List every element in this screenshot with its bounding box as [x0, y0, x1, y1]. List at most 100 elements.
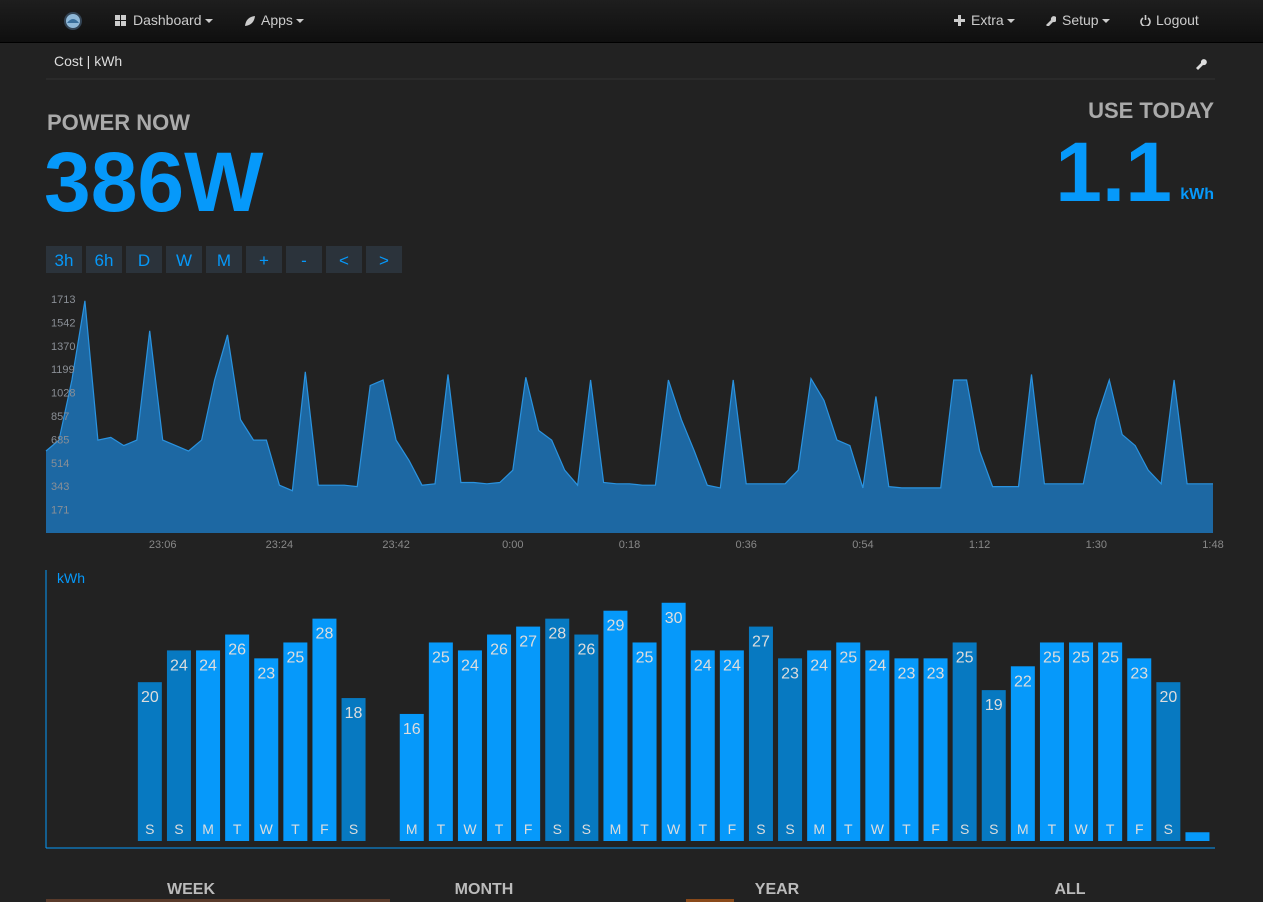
bar[interactable] — [836, 642, 861, 841]
bar[interactable] — [574, 634, 599, 841]
y-tick-label: 1542 — [51, 317, 75, 329]
power-now-label: POWER NOW — [47, 110, 190, 135]
bar[interactable] — [719, 650, 744, 841]
bar-value-label: 25 — [1101, 649, 1119, 666]
range-button-label[interactable]: M — [217, 251, 231, 270]
bar-value-label: 20 — [141, 689, 159, 706]
bar-day-label: M — [610, 821, 622, 837]
bar[interactable] — [341, 698, 366, 841]
bar[interactable] — [487, 634, 512, 841]
range-button[interactable] — [366, 246, 402, 273]
bar[interactable] — [1185, 832, 1210, 841]
bar-value-label: 23 — [927, 665, 945, 682]
bar[interactable] — [661, 602, 686, 841]
x-tick-label: 0:18 — [619, 539, 640, 551]
bar[interactable] — [1069, 642, 1094, 841]
y-tick-label: 1370 — [51, 341, 75, 353]
bar[interactable] — [196, 650, 221, 841]
bar[interactable] — [166, 650, 191, 841]
bar[interactable] — [399, 713, 424, 841]
config-icon[interactable] — [1196, 59, 1207, 70]
power-now-value: 386W — [44, 135, 264, 229]
bar[interactable] — [894, 658, 919, 841]
bar-day-label: M — [813, 821, 825, 837]
range-button-label[interactable]: - — [301, 251, 307, 270]
bar[interactable] — [952, 642, 977, 841]
range-button[interactable] — [46, 246, 82, 273]
bar[interactable] — [1127, 658, 1152, 841]
bar[interactable] — [283, 642, 308, 841]
bar[interactable] — [516, 626, 541, 841]
bar-value-label: 23 — [257, 665, 275, 682]
bar-value-label: 25 — [432, 649, 450, 666]
use-today-label: USE TODAY — [1088, 98, 1214, 123]
y-tick-label: 1199 — [51, 364, 75, 376]
y-tick-label: 1028 — [51, 388, 75, 400]
bar[interactable] — [923, 658, 948, 841]
range-button-label[interactable]: W — [176, 251, 192, 270]
bar[interactable] — [632, 642, 657, 841]
bar[interactable] — [225, 634, 250, 841]
bar[interactable] — [457, 650, 482, 841]
bar-day-label: S — [785, 821, 794, 837]
range-button-label[interactable]: > — [379, 251, 389, 270]
bar[interactable] — [312, 618, 337, 841]
range-button-label[interactable]: < — [339, 251, 349, 270]
y-tick-label: 1713 — [51, 294, 75, 306]
range-button-label[interactable]: + — [259, 251, 269, 270]
range-button[interactable] — [326, 246, 362, 273]
range-button[interactable] — [126, 246, 162, 273]
bar[interactable] — [981, 690, 1006, 841]
x-tick-label: 1:12 — [969, 539, 990, 551]
range-button-label[interactable]: 6h — [95, 251, 114, 270]
range-button-label[interactable]: 3h — [55, 251, 74, 270]
bar-value-label: 18 — [345, 705, 363, 722]
range-button[interactable] — [206, 246, 242, 273]
logo[interactable] — [63, 11, 83, 31]
bar[interactable] — [1098, 642, 1123, 841]
range-button[interactable] — [246, 246, 282, 273]
bar[interactable] — [254, 658, 279, 841]
bar-value-label: 30 — [665, 610, 683, 627]
bar-day-label: M — [1017, 821, 1029, 837]
bar-value-label: 28 — [316, 626, 334, 643]
bar-value-label: 26 — [577, 642, 595, 659]
range-button[interactable] — [286, 246, 322, 273]
bar[interactable] — [690, 650, 715, 841]
tab[interactable]: MONTH — [455, 881, 514, 898]
bar-day-label: T — [640, 821, 649, 837]
bar[interactable] — [137, 682, 162, 841]
bar-day-label: T — [495, 821, 504, 837]
bar-day-label: S — [174, 821, 183, 837]
bar-value-label: 16 — [403, 721, 421, 738]
bar[interactable] — [1039, 642, 1064, 841]
nav-logout[interactable]: Logout — [1156, 12, 1199, 28]
tab[interactable]: ALL — [1054, 881, 1085, 898]
x-tick-label: 1:30 — [1086, 539, 1107, 551]
x-tick-label: 0:00 — [502, 539, 523, 551]
setup-icon — [1046, 16, 1056, 26]
bar[interactable] — [865, 650, 890, 841]
kwh-chart: kWh 20 S 24 S 24 M 26 T 23 W 25 T 28 F 18 S 16 M 25 T 24 W 26 T 2… — [45, 570, 1215, 849]
bar[interactable] — [603, 610, 628, 841]
nav-extra[interactable]: Extra — [971, 12, 1015, 28]
bar-day-label: S — [553, 821, 562, 837]
bar[interactable] — [748, 626, 773, 841]
tab[interactable]: YEAR — [755, 881, 800, 898]
bar[interactable] — [778, 658, 803, 841]
bar-day-label: T — [844, 821, 853, 837]
nav-dashboard[interactable]: Dashboard — [133, 12, 213, 28]
bar[interactable] — [545, 618, 570, 841]
bar[interactable] — [428, 642, 453, 841]
range-button[interactable] — [86, 246, 122, 273]
tab[interactable]: WEEK — [167, 881, 215, 898]
range-button[interactable] — [166, 246, 202, 273]
range-button-label[interactable]: D — [138, 251, 150, 270]
bar-day-label: S — [756, 821, 765, 837]
bar-day-label: T — [902, 821, 911, 837]
bar[interactable] — [1010, 666, 1035, 841]
nav-setup[interactable]: Setup — [1062, 12, 1110, 28]
nav-apps[interactable]: Apps — [261, 12, 304, 28]
bar[interactable] — [1156, 682, 1181, 841]
bar[interactable] — [807, 650, 832, 841]
